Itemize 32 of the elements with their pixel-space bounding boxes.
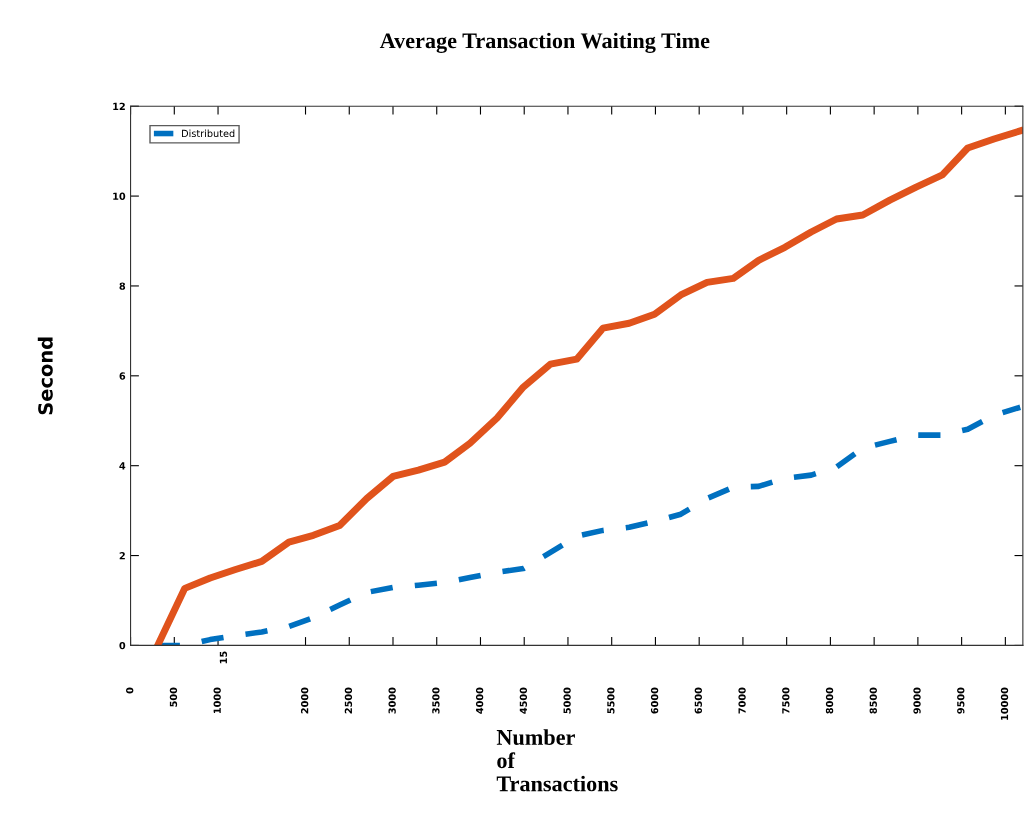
x-tick-label: 2500 <box>344 687 353 714</box>
chart-title: Average Transaction Waiting Time <box>379 32 710 54</box>
y-tick-label: 0 <box>119 641 126 650</box>
x-tick-label: 3000 <box>388 687 396 714</box>
x-tick-label: 7500 <box>782 687 790 714</box>
x-axis-title: Number of Transactions <box>496 729 618 792</box>
y-tick-label: 8 <box>119 282 126 290</box>
y-axis-title: Second <box>37 337 53 415</box>
x-tick-label: 3500 <box>432 687 440 714</box>
x-tick-label: 8000 <box>825 687 834 714</box>
x-tick-label: 9500 <box>957 687 965 714</box>
x-tick-label: 500 <box>169 687 178 707</box>
y-tick-label: 10 <box>113 192 126 200</box>
x-tick-label: 6000 <box>650 687 659 714</box>
x-tick-label: 5000 <box>563 687 571 714</box>
y-tick-label: 12 <box>113 102 125 110</box>
x-tick-label: 2000 <box>300 687 309 714</box>
x-tick-label: 9000 <box>913 687 921 714</box>
x-tick-label: 0 <box>126 687 134 694</box>
text: 15 <box>219 651 228 664</box>
y-tick-label: 4 <box>119 462 126 470</box>
x-tick-label: 8500 <box>869 687 877 714</box>
x-tick-label: 4500 <box>519 687 528 714</box>
y-tick-label: 2 <box>119 552 125 560</box>
x-tick-label: 1000 <box>213 687 221 714</box>
x-tick-label: 10000 <box>1000 687 1009 720</box>
x-tick-label: 6500 <box>694 687 702 714</box>
legend-label: Distributed <box>182 129 235 138</box>
x-tick-label: 5500 <box>607 687 615 714</box>
x-tick-label: 4000 <box>475 687 484 714</box>
y-tick-label: 6 <box>119 372 126 380</box>
x-tick-label: 7000 <box>738 687 746 714</box>
